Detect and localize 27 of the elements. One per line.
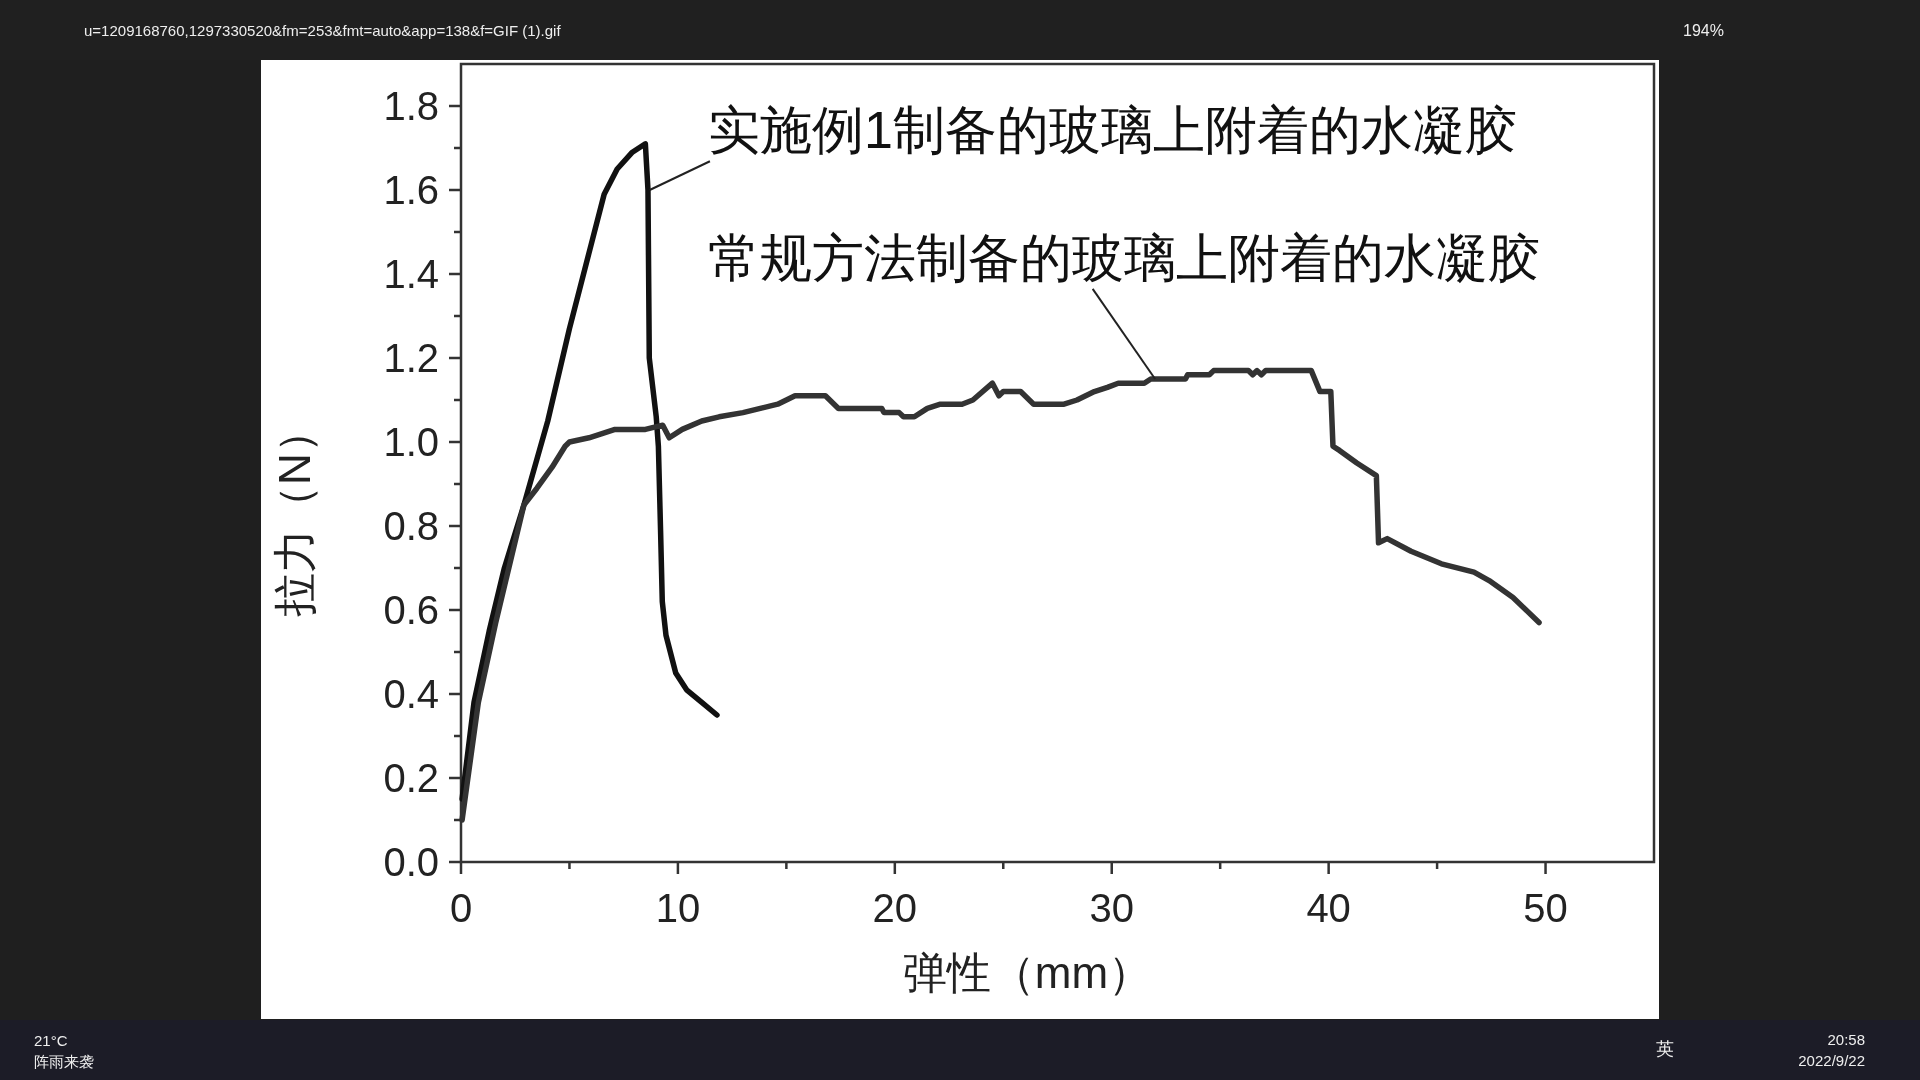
y-axis-title: 拉力（N） <box>269 409 319 617</box>
text: 阵雨来袭 <box>34 1052 94 1070</box>
x-tick-label: 30 <box>1089 886 1134 930</box>
y-tick-label: 1.4 <box>383 252 439 296</box>
y-tick-label: 0.6 <box>383 588 439 632</box>
text: 194% <box>1683 21 1724 39</box>
y-tick-label: 0.8 <box>383 504 439 548</box>
text: 20:58 <box>1827 1030 1865 1048</box>
y-tick-label: 1.0 <box>383 420 439 464</box>
y-tick-label: 1.2 <box>383 336 439 380</box>
y-tick-label: 0.2 <box>383 756 439 800</box>
x-tick-label: 40 <box>1306 886 1351 930</box>
x-axis-title: 弹性（mm） <box>902 947 1153 997</box>
y-tick-label: 1.8 <box>383 84 439 128</box>
text: 2022/9/22 <box>1798 1051 1865 1069</box>
text: 21°C <box>34 1031 68 1049</box>
y-tick-label: 1.6 <box>383 168 439 212</box>
x-tick-label: 0 <box>449 886 473 930</box>
x-tick-label: 20 <box>872 886 918 930</box>
y-tick-label: 0.0 <box>383 840 439 884</box>
x-tick-label: 50 <box>1523 886 1568 930</box>
text: 英 <box>1656 1039 1674 1059</box>
x-tick-label: 10 <box>655 886 701 930</box>
annotation: 常规方法制备的玻璃上附着的水凝胶 <box>707 228 1540 287</box>
annotation: 实施例1制备的玻璃上附着的水凝胶 <box>707 101 1517 160</box>
text: u=1209168760,1297330520&fm=253&fmt=auto&app=138&f=GIF (1).gif <box>84 21 562 39</box>
y-tick-label: 0.4 <box>383 672 439 716</box>
